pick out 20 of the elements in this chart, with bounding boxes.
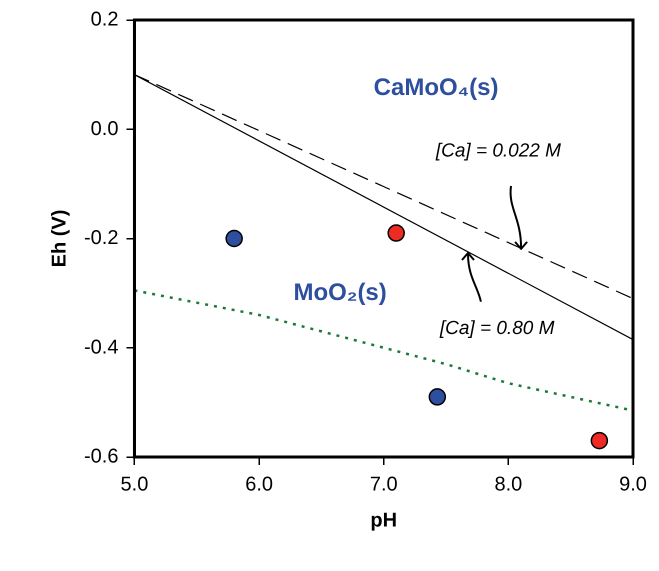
y-tick-label: -0.4 <box>84 336 118 358</box>
y-tick-label: -0.2 <box>84 227 118 250</box>
y-tick-label: 0.0 <box>90 118 118 140</box>
y-tick-label: -0.6 <box>84 446 118 468</box>
x-axis-title: pH <box>370 510 398 532</box>
point <box>225 230 243 248</box>
x-tick-label: 8.0 <box>494 474 522 496</box>
annotation: [Ca] = 0.80 M <box>438 318 555 339</box>
y-tick-label: 0.2 <box>90 8 118 31</box>
point <box>590 432 608 450</box>
point <box>387 224 405 242</box>
x-tick-label: 5.0 <box>120 474 148 496</box>
y-axis-title: Eh (V) <box>48 210 71 268</box>
annotation: [Ca] = 0.022 M <box>434 140 562 162</box>
x-tick-label: 6.0 <box>245 474 274 496</box>
annotation: MoO₂(s) <box>293 278 387 306</box>
x-tick-label: 9.0 <box>619 474 647 496</box>
x-tick-label: 7.0 <box>370 474 398 496</box>
annotation: CaMoO₄(s) <box>374 74 498 101</box>
point <box>428 388 446 406</box>
